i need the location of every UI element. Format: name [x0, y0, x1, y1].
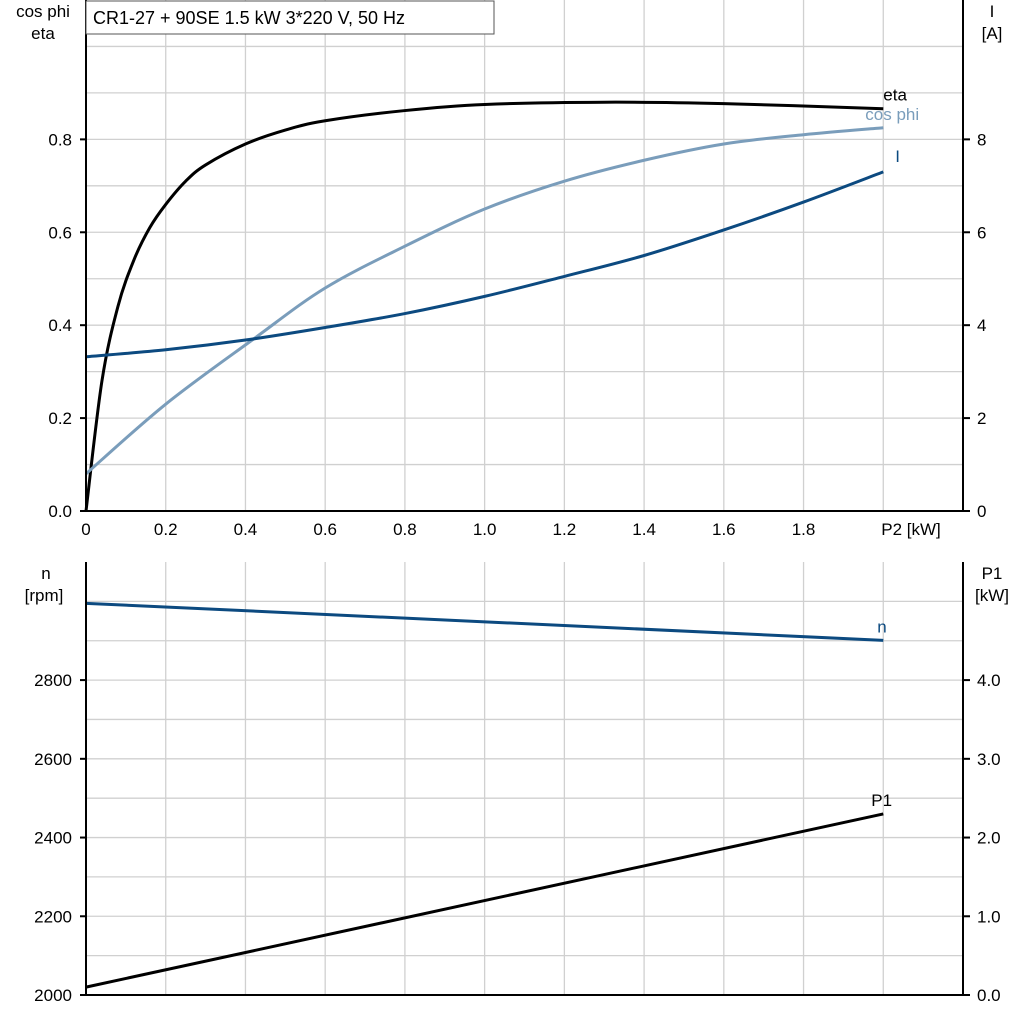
series-line-eta	[84, 100, 884, 512]
y-left-axis-label: n	[41, 564, 50, 583]
y-left-tick-label: 2000	[34, 986, 72, 1005]
series-label-P1: P1	[871, 791, 892, 810]
x-tick-label: 1.8	[792, 520, 816, 539]
y-left-tick-label: 2200	[34, 907, 72, 926]
x-tick-label: 0.4	[234, 520, 258, 539]
x-tick-label: 1.6	[712, 520, 736, 539]
x-tick-label: 1.0	[473, 520, 497, 539]
y-left-tick-label: 2800	[34, 671, 72, 690]
x-axis-label: P2 [kW]	[881, 520, 941, 539]
y-left-axis-label: cos phi	[16, 2, 70, 21]
chart-title: CR1-27 + 90SE 1.5 kW 3*220 V, 50 Hz	[93, 8, 405, 28]
y-right-tick-label: 0	[977, 502, 986, 521]
y-left-axis-label: eta	[31, 24, 55, 43]
series-line-cos-phi	[85, 126, 884, 475]
y-right-tick-label: 4	[977, 316, 986, 335]
x-tick-label: 0.6	[313, 520, 337, 539]
x-tick-label: 1.2	[553, 520, 577, 539]
y-right-tick-label: 3.0	[977, 750, 1001, 769]
y-left-tick-label: 0.6	[48, 223, 72, 242]
labels: 0.0 0.2 0.4 0.6 0.8 0 2 4 6 8 0 0.2 0.4 0.6 0.8 1.0 1.2 1…	[16, 2, 1009, 1005]
y-left-tick-label: 0.8	[48, 130, 72, 149]
y-right-tick-label: 2	[977, 409, 986, 428]
y-left-tick-label: 0.4	[48, 316, 72, 335]
series-label-n: n	[877, 617, 886, 636]
y-right-axis-label: [A]	[982, 24, 1003, 43]
axes	[80, 0, 970, 996]
y-right-axis-label: P1	[982, 564, 1003, 583]
series-lines	[84, 100, 884, 989]
title-box: CR1-27 + 90SE 1.5 kW 3*220 V, 50 Hz	[85, 0, 495, 35]
y-right-tick-label: 1.0	[977, 907, 1001, 926]
series-label-I: I	[895, 147, 900, 166]
series-line-n	[85, 601, 884, 642]
y-right-tick-label: 4.0	[977, 671, 1001, 690]
x-tick-label: 0.2	[154, 520, 178, 539]
y-right-tick-label: 8	[977, 130, 986, 149]
x-tick-label: 1.4	[632, 520, 656, 539]
x-tick-label: 0	[81, 520, 90, 539]
y-right-tick-label: 2.0	[977, 829, 1001, 848]
y-left-tick-label: 0.2	[48, 409, 72, 428]
series-line-I	[85, 170, 884, 359]
series-line-P1	[85, 812, 884, 989]
series-label-cos-phi: cos phi	[865, 105, 919, 124]
bottom-grid	[86, 562, 963, 995]
y-right-tick-label: 6	[977, 223, 986, 242]
y-left-axis-label: [rpm]	[25, 586, 64, 605]
series-label-eta: eta	[883, 86, 907, 105]
y-left-tick-label: 0.0	[48, 502, 72, 521]
y-right-axis-label: I	[990, 2, 995, 21]
y-left-tick-label: 2400	[34, 829, 72, 848]
y-right-axis-label: [kW]	[975, 586, 1009, 605]
y-left-tick-label: 2600	[34, 750, 72, 769]
top-grid	[86, 0, 963, 511]
x-tick-label: 0.8	[393, 520, 417, 539]
y-right-tick-label: 0.0	[977, 986, 1001, 1005]
